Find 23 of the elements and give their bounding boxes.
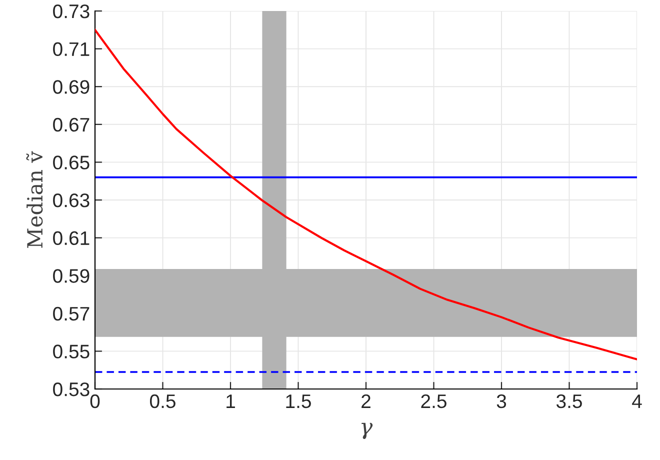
y-axis-title: Median ṽ <box>26 151 43 248</box>
y-tick-label: 0.65 <box>53 156 90 170</box>
y-tick-label: 0.67 <box>53 118 90 132</box>
y-tick-label: 0.69 <box>53 80 90 94</box>
x-axis-title: γ <box>362 422 373 440</box>
x-tick-label: 2 <box>362 394 370 408</box>
x-tick-label: 0.5 <box>150 394 176 408</box>
x-tick-label: 0 <box>90 394 100 408</box>
x-tick-label: 4 <box>632 394 642 408</box>
x-tick-label: 3.5 <box>556 394 582 408</box>
y-tick-label: 0.61 <box>53 231 90 246</box>
y-tick-label: 0.59 <box>53 269 90 283</box>
line-series <box>95 28 637 360</box>
y-tick-label: 0.71 <box>53 42 90 56</box>
y-tick-label: 0.73 <box>53 4 90 18</box>
x-tick-label: 1.5 <box>286 394 311 408</box>
y-tick-label: 0.63 <box>53 193 90 208</box>
y-tick-label: 0.57 <box>53 306 90 321</box>
y-tick-label: 0.53 <box>53 382 90 396</box>
x-tick-label: 2.5 <box>421 394 446 408</box>
x-tick-label: 1 <box>226 394 235 408</box>
x-tick-label: 3 <box>496 394 506 408</box>
y-tick-label: 0.55 <box>53 344 90 358</box>
